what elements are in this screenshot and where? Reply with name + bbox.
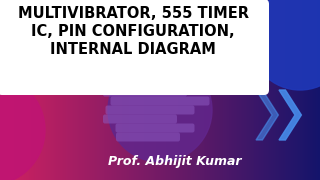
Text: MULTIVIBRATOR, 555 TIMER: MULTIVIBRATOR, 555 TIMER xyxy=(18,6,249,21)
FancyBboxPatch shape xyxy=(0,0,269,95)
Text: Prof. Abhijit Kumar: Prof. Abhijit Kumar xyxy=(108,156,242,168)
Polygon shape xyxy=(279,90,301,140)
Polygon shape xyxy=(248,35,264,65)
Text: INTERNAL DIAGRAM: INTERNAL DIAGRAM xyxy=(50,42,216,57)
FancyBboxPatch shape xyxy=(116,132,180,141)
Circle shape xyxy=(108,58,212,162)
FancyBboxPatch shape xyxy=(106,105,195,114)
Circle shape xyxy=(0,75,45,180)
FancyBboxPatch shape xyxy=(103,87,187,96)
Polygon shape xyxy=(256,90,278,140)
Polygon shape xyxy=(2,62,30,90)
Text: IC, PIN CONFIGURATION,: IC, PIN CONFIGURATION, xyxy=(31,24,235,39)
FancyBboxPatch shape xyxy=(116,123,195,132)
FancyBboxPatch shape xyxy=(110,96,210,105)
FancyBboxPatch shape xyxy=(103,114,177,123)
Circle shape xyxy=(250,0,320,90)
